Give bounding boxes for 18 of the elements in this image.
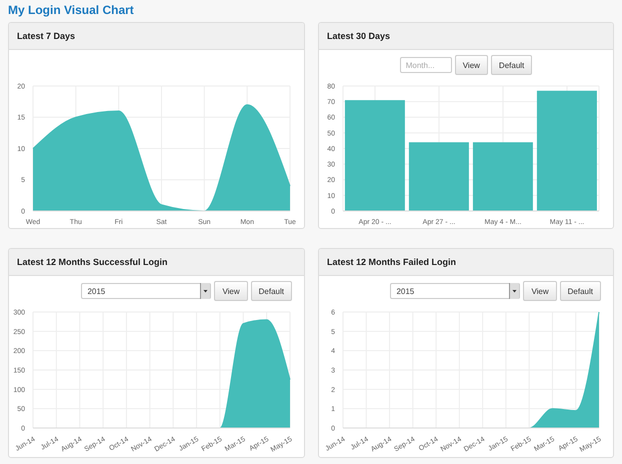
chart-title: Latest 12 Months Successful Login <box>9 249 304 276</box>
bar <box>536 90 597 211</box>
chart-title: Latest 12 Months Failed Login <box>319 249 613 276</box>
bar <box>472 142 533 211</box>
dropdown-field: 2015 <box>81 283 212 299</box>
chart-title: Latest 7 Days <box>9 23 304 50</box>
text: Default <box>250 281 292 301</box>
dropdown-field: 2015 <box>390 283 520 299</box>
text: Default <box>560 281 601 301</box>
text: Default <box>490 55 532 75</box>
text: View <box>454 55 488 75</box>
chart-title: Latest 30 Days <box>319 23 613 50</box>
bar <box>344 100 405 211</box>
text-field: Month... <box>400 57 452 73</box>
text: View <box>523 281 557 301</box>
text: View <box>214 281 248 301</box>
text: My Login Visual Chart <box>8 3 134 17</box>
bar <box>408 142 469 211</box>
